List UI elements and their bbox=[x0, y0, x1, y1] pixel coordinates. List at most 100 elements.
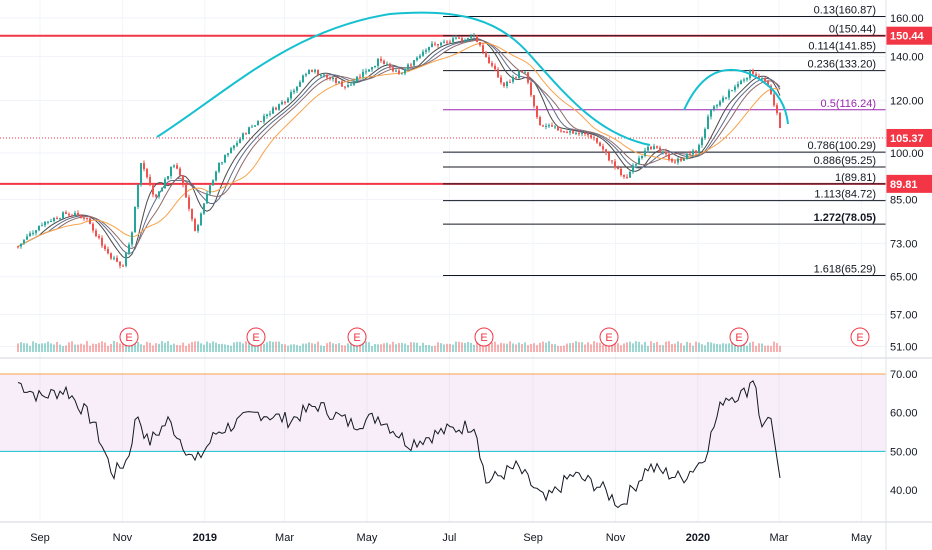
candle-body bbox=[125, 252, 127, 266]
volume-bar bbox=[557, 345, 559, 352]
fibonacci-levels: 0.13(160.87) 0(150.44) 0.114(141.85) 0.236(… bbox=[443, 4, 886, 276]
earnings-marker-circle bbox=[850, 327, 870, 347]
candle-body bbox=[578, 133, 580, 135]
earnings-marker[interactable]: E bbox=[850, 327, 870, 347]
volume-bar bbox=[326, 343, 328, 352]
candle-body bbox=[251, 126, 253, 128]
candle-body bbox=[254, 125, 256, 127]
volume-bar bbox=[716, 343, 718, 352]
volume-bar bbox=[29, 345, 31, 352]
candle-body bbox=[668, 154, 670, 160]
volume-bar bbox=[512, 343, 514, 352]
volume-bar bbox=[302, 343, 304, 352]
volume-bar bbox=[731, 342, 733, 352]
candle-body bbox=[140, 163, 142, 185]
candle-body bbox=[431, 43, 433, 47]
earnings-marker-label: E bbox=[856, 332, 863, 344]
volume-bar bbox=[83, 344, 85, 352]
volume-bar bbox=[611, 342, 613, 352]
earnings-marker-circle bbox=[729, 327, 749, 347]
candle-body bbox=[212, 180, 214, 186]
candle-body bbox=[236, 143, 238, 146]
candle-body bbox=[572, 131, 574, 134]
earnings-marker[interactable]: E bbox=[474, 327, 494, 347]
volume-bar bbox=[314, 343, 316, 352]
volume-bar bbox=[269, 341, 271, 352]
candle-body bbox=[554, 126, 556, 128]
volume-bar bbox=[473, 344, 475, 352]
volume-bar bbox=[434, 345, 436, 352]
price-badge bbox=[886, 26, 932, 45]
volume-bar bbox=[341, 345, 343, 352]
volume-bar bbox=[569, 343, 571, 352]
candle-body bbox=[83, 217, 85, 219]
volume-bar bbox=[500, 342, 502, 352]
volume-bar bbox=[128, 341, 130, 352]
volume-bar bbox=[506, 343, 508, 352]
volume-bar bbox=[41, 343, 43, 352]
candle-body bbox=[290, 92, 292, 99]
price-tick-label: 85.00 bbox=[890, 195, 918, 207]
candle-body bbox=[335, 77, 337, 83]
candle-body bbox=[458, 37, 460, 39]
time-tick-label: Jul bbox=[442, 532, 456, 544]
price-badge bbox=[886, 174, 932, 193]
fib-level-label: 0.886(95.25) bbox=[814, 155, 876, 167]
candle-body bbox=[317, 69, 319, 75]
candle-body bbox=[245, 133, 247, 135]
volume-bar bbox=[707, 342, 709, 352]
candle-body bbox=[92, 223, 94, 231]
candle-body bbox=[764, 78, 766, 81]
fib-level-label: 1.272(78.05) bbox=[814, 212, 877, 224]
candle-body bbox=[425, 50, 427, 52]
rsi-band-fill bbox=[0, 374, 886, 452]
candle-body bbox=[416, 57, 418, 61]
price-pane[interactable]: 0.13(160.87) 0(150.44) 0.114(141.85) 0.236(… bbox=[0, 0, 886, 522]
candle-body bbox=[743, 79, 745, 81]
volume-bar bbox=[59, 344, 61, 352]
rsi-tick-label: 70.00 bbox=[890, 369, 918, 381]
earnings-marker[interactable]: E bbox=[347, 327, 367, 347]
volume-bar bbox=[599, 342, 601, 352]
volume-bar bbox=[470, 342, 472, 352]
volume-bar bbox=[677, 341, 679, 352]
candle-body bbox=[227, 153, 229, 155]
earnings-marker[interactable]: E bbox=[246, 327, 266, 347]
volume-bar bbox=[710, 342, 712, 352]
earnings-marker[interactable]: E bbox=[599, 327, 619, 347]
candle-body bbox=[515, 77, 517, 79]
volume-bar bbox=[263, 344, 265, 352]
volume-bar bbox=[437, 342, 439, 352]
earnings-marker[interactable]: E bbox=[729, 327, 749, 347]
candle-body bbox=[176, 165, 178, 169]
candle-body bbox=[380, 58, 382, 61]
candle-body bbox=[659, 147, 661, 152]
earnings-marker[interactable]: E bbox=[119, 327, 139, 347]
volume-bar bbox=[446, 343, 448, 352]
candle-body bbox=[374, 65, 376, 68]
candle-body bbox=[182, 175, 184, 186]
volume-bar bbox=[203, 344, 205, 352]
volume-bar bbox=[632, 343, 634, 352]
volume-bar bbox=[272, 341, 274, 352]
rsi-pane[interactable] bbox=[0, 373, 886, 509]
candle-body bbox=[713, 106, 715, 110]
candle-body bbox=[308, 69, 310, 75]
volume-bar bbox=[53, 344, 55, 352]
candle-body bbox=[59, 218, 61, 220]
candle-body bbox=[128, 244, 130, 253]
volume-bar bbox=[638, 341, 640, 352]
candle-body bbox=[314, 69, 316, 72]
volume-bar bbox=[47, 341, 49, 352]
candle-body bbox=[644, 150, 646, 156]
candle-body bbox=[758, 75, 760, 79]
candle-body bbox=[170, 166, 172, 177]
volume-bar bbox=[38, 343, 40, 352]
candle-body bbox=[704, 129, 706, 139]
candle-body bbox=[488, 57, 490, 63]
volume-bar bbox=[152, 345, 154, 352]
time-tick-label: 2019 bbox=[193, 532, 217, 544]
volume-bar bbox=[422, 342, 424, 352]
